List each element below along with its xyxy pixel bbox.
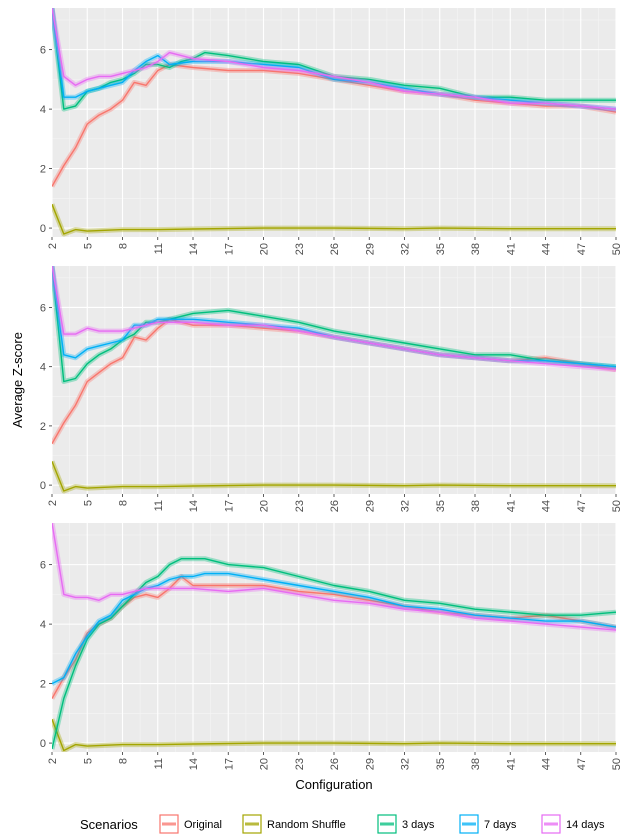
y-tick-label: 4 (40, 619, 46, 631)
x-tick-label: 26 (329, 758, 341, 770)
x-tick-label: 17 (223, 758, 235, 770)
chart-panel-3: 0 2 4 6 2 5 8 11 14 17 20 23 26 29 32 35 38 41 44 47 50 (40, 523, 622, 770)
x-tick-label: 8 (118, 758, 130, 764)
y-tick-label: 2 (40, 164, 46, 176)
y-tick-label: 0 (40, 738, 46, 750)
x-tick-label: 44 (541, 500, 553, 512)
x-tick-label: 38 (470, 500, 482, 512)
x-tick-label: 35 (435, 758, 447, 770)
x-tick-label: 35 (435, 243, 447, 255)
x-tick-label: 14 (188, 500, 200, 512)
series-group (52, 8, 616, 237)
legend-label: 3 days (402, 819, 435, 831)
x-tick-label: 41 (505, 243, 517, 255)
legend-item-7-days: 7 days (459, 814, 517, 834)
x-tick-label: 29 (364, 758, 376, 770)
x-tick-label: 8 (118, 243, 130, 249)
x-axis-title: Configuration (295, 777, 372, 792)
x-tick-label: 11 (153, 758, 165, 769)
x-tick-label: 2 (47, 243, 59, 249)
x-tick-label: 23 (294, 243, 306, 255)
x-tick-label: 41 (505, 500, 517, 512)
series-line-3-days (52, 266, 616, 383)
x-tick-label: 11 (153, 243, 165, 254)
chart-panel-1: 0 2 4 6 2 5 8 11 14 17 20 23 26 29 32 35 38 41 44 47 50 (40, 8, 622, 255)
x-tick-label: 20 (259, 758, 271, 770)
x-tick-label: 26 (329, 500, 341, 512)
legend-label: Original (184, 819, 222, 831)
y-tick-label: 6 (40, 560, 46, 572)
legend-label: 7 days (484, 819, 517, 831)
legend-title: Scenarios (80, 817, 138, 832)
x-tick-label: 41 (505, 758, 517, 770)
y-tick-label: 2 (40, 421, 46, 433)
x-tick-label: 23 (294, 500, 306, 512)
x-tick-label: 50 (611, 758, 622, 770)
y-tick-label: 2 (40, 679, 46, 691)
x-tick-label: 50 (611, 243, 622, 255)
x-tick-label: 14 (188, 243, 200, 255)
series-line-random-shuffle (52, 719, 616, 752)
legend-item-3-days: 3 days (377, 814, 435, 834)
x-tick-label: 20 (259, 243, 271, 255)
series-group (52, 523, 616, 752)
x-tick-label: 2 (47, 500, 59, 506)
series-line-random-shuffle (52, 204, 616, 235)
x-tick-label: 47 (576, 500, 588, 512)
y-axis-title: Average Z-score (10, 332, 25, 428)
x-tick-label: 11 (153, 500, 165, 511)
series-line-3-days (52, 558, 616, 750)
x-tick-label: 5 (82, 758, 94, 764)
legend-item-original: Original (159, 814, 222, 834)
x-tick-label: 5 (82, 500, 94, 506)
series-line-original (52, 63, 616, 187)
x-tick-label: 17 (223, 500, 235, 512)
x-tick-label: 5 (82, 243, 94, 249)
x-tick-label: 14 (188, 758, 200, 770)
y-tick-label: 0 (40, 480, 46, 492)
legend-item-random-shuffle: Random Shuffle (242, 814, 346, 834)
legend-item-14-days: 14 days (541, 814, 605, 834)
y-tick-label: 0 (40, 223, 46, 235)
x-tick-label: 29 (364, 500, 376, 512)
y-tick-label: 4 (40, 104, 46, 116)
x-tick-label: 26 (329, 243, 341, 255)
x-tick-label: 47 (576, 758, 588, 770)
legend-label: 14 days (566, 819, 605, 831)
y-tick-label: 6 (40, 302, 46, 314)
x-tick-label: 32 (400, 758, 412, 770)
x-tick-label: 29 (364, 243, 376, 255)
y-tick-label: 4 (40, 362, 46, 374)
legend: Scenarios Original Random Shuffle 3 days 7 d… (80, 814, 605, 834)
x-tick-label: 38 (470, 243, 482, 255)
series-group (52, 266, 616, 494)
x-tick-label: 44 (541, 758, 553, 770)
x-tick-label: 20 (259, 500, 271, 512)
x-tick-label: 44 (541, 243, 553, 255)
x-tick-label: 38 (470, 758, 482, 770)
x-tick-label: 32 (400, 243, 412, 255)
x-tick-label: 47 (576, 243, 588, 255)
x-tick-label: 50 (611, 500, 622, 512)
series-line-7-days (52, 572, 616, 685)
x-tick-label: 17 (223, 243, 235, 255)
x-tick-label: 23 (294, 758, 306, 770)
y-tick-label: 6 (40, 45, 46, 57)
chart-panel-2: 0 2 4 6 2 5 8 11 14 17 20 23 26 29 32 35 38 41 44 47 50 (40, 266, 622, 512)
x-tick-label: 8 (118, 500, 130, 506)
x-tick-label: 2 (47, 758, 59, 764)
series-line-14-days (52, 266, 616, 371)
legend-label: Random Shuffle (267, 819, 346, 831)
x-tick-label: 32 (400, 500, 412, 512)
series-line-14-days (52, 8, 616, 110)
series-line-14-days (52, 523, 616, 631)
x-tick-label: 35 (435, 500, 447, 512)
series-line-random-shuffle (52, 461, 616, 492)
